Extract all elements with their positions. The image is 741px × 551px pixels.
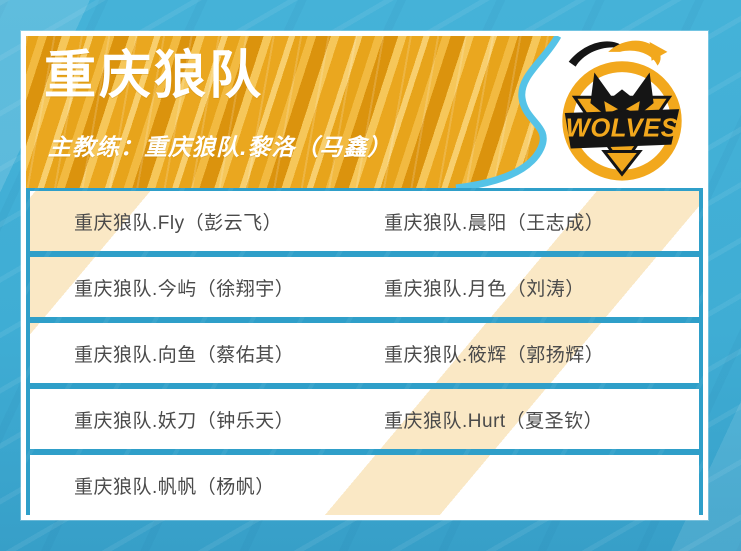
roster-row: 重庆狼队.Fly（彭云飞） 重庆狼队.晨阳（王志成） — [30, 191, 699, 251]
player-name: 重庆狼队.晨阳（王志成） — [384, 212, 605, 234]
logo-tail-yellow — [608, 40, 661, 66]
roster-row: 重庆狼队.妖刀（钟乐天） 重庆狼队.Hurt（夏圣钦） — [30, 389, 699, 449]
roster-row: 重庆狼队.帆帆（杨帆） — [30, 455, 699, 515]
wolves-logo-icon: WOLVES — [562, 40, 682, 181]
logo-banner — [564, 109, 680, 149]
team-title: 重庆狼队 — [44, 47, 265, 105]
player-name: 重庆狼队.妖刀（钟乐天） — [74, 410, 295, 432]
logo-bottom-triangle — [601, 150, 643, 177]
roster-list: 重庆狼队.Fly（彭云飞） 重庆狼队.晨阳（王志成） 重庆狼队.今屿（徐翔宇） … — [26, 188, 703, 521]
player-name: 重庆狼队.向鱼（蔡佑其） — [74, 344, 295, 366]
logo-tail-black — [568, 41, 623, 67]
wolf-eye-left — [604, 101, 619, 114]
logo-wordmark: WOLVES — [566, 115, 679, 143]
logo-dragon-head — [649, 41, 668, 61]
player-name: 重庆狼队.月色（刘涛） — [384, 278, 585, 300]
coach-line: 主教练：重庆狼队.黎洛（马鑫） — [48, 134, 392, 160]
roster-row: 重庆狼队.今屿（徐翔宇） 重庆狼队.月色（刘涛） — [30, 257, 699, 317]
card-header: WOLVES 重庆狼队 主教练：重庆狼队.黎洛（马鑫） — [26, 36, 703, 188]
player-name: 重庆狼队.今屿（徐翔宇） — [74, 278, 295, 300]
roster-row: 重庆狼队.向鱼（蔡佑其） 重庆狼队.筱辉（郭扬辉） — [30, 323, 699, 383]
player-name: 重庆狼队.Hurt（夏圣钦） — [384, 410, 604, 432]
player-name: 重庆狼队.帆帆（杨帆） — [74, 476, 275, 498]
roster-card: WOLVES 重庆狼队 主教练：重庆狼队.黎洛（马鑫） 重庆狼队.Fly（彭云飞… — [21, 31, 708, 520]
player-name: 重庆狼队.筱辉（郭扬辉） — [384, 344, 605, 366]
player-name: 重庆狼队.Fly（彭云飞） — [74, 212, 283, 234]
